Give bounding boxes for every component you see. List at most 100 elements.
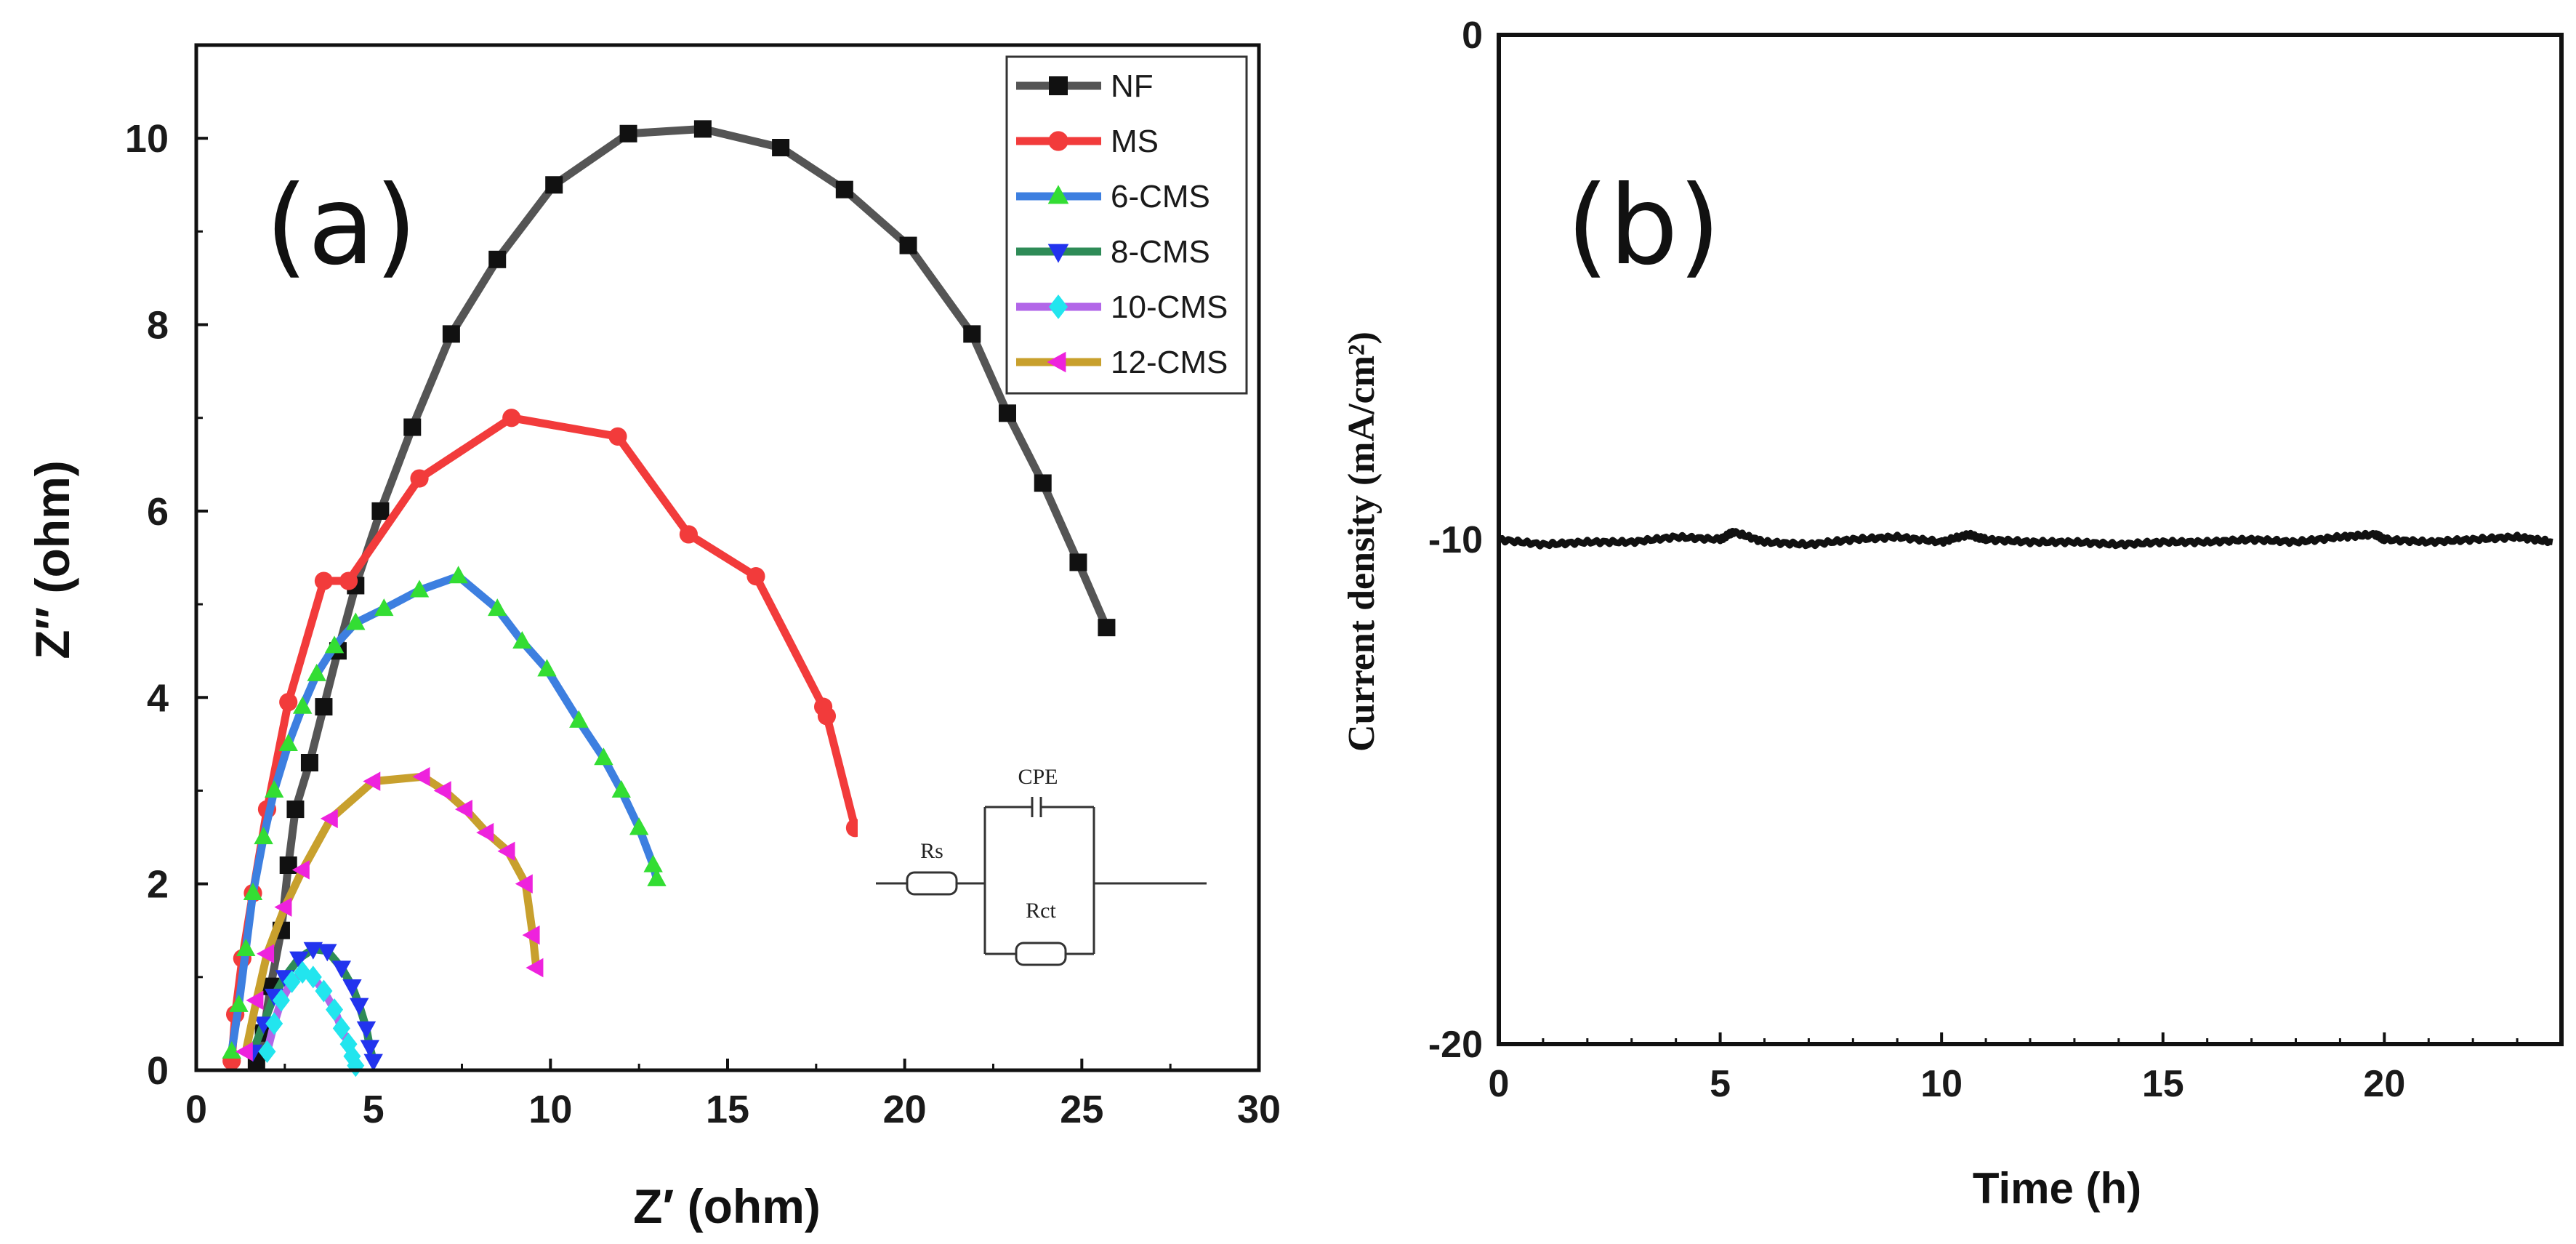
x-tick-label: 0: [185, 1088, 207, 1131]
data-point-6-cms: [512, 630, 532, 649]
legend-swatch-marker: [1047, 244, 1069, 263]
data-point-6-cms: [265, 780, 284, 798]
panel-a-label: (a): [265, 163, 417, 289]
data-point-8-cms: [318, 944, 337, 962]
data-point-6-cms: [448, 566, 468, 584]
data-point-6-cms: [594, 747, 613, 766]
x-tick-label: 0: [1489, 1063, 1510, 1105]
data-point-ms: [679, 525, 698, 544]
data-point-6-cms: [307, 663, 326, 681]
data-point-10-cms: [272, 989, 290, 1012]
data-point-ms: [314, 571, 334, 590]
data-point-8-cms: [289, 951, 309, 969]
equivalent-circuit-inset: CPE Rs Rct: [858, 734, 1236, 996]
data-point-nf: [1069, 553, 1087, 571]
x-tick-label: 5: [1710, 1063, 1731, 1105]
data-point-ms: [746, 567, 765, 586]
panel-b-y-axis-label: Current density (mA/cm²): [1341, 332, 1382, 752]
data-point-8-cms: [342, 979, 362, 998]
legend-swatch-marker: [1049, 76, 1068, 95]
x-tick-label: 10: [528, 1088, 572, 1131]
data-point-nf: [442, 325, 460, 343]
circuit-label-rct: Rct: [1026, 899, 1056, 923]
x-tick-label: 15: [2142, 1063, 2184, 1105]
legend-item-6-cms: 6-CMS: [1016, 179, 1210, 214]
panel-b-stability-plot: 0 5 10 15 20 0 -10 -20 (b) Time (h) Current den…: [1341, 15, 2564, 1213]
y-tick-label: 0: [1462, 15, 1483, 57]
data-point-6-cms: [236, 938, 256, 956]
data-point-10-cms: [326, 998, 344, 1022]
data-point-12-cms: [363, 771, 381, 791]
data-point-8-cms: [360, 1040, 379, 1058]
legend-label-ms: MS: [1111, 124, 1159, 159]
legend-swatch-marker: [1048, 131, 1068, 151]
panel-a-legend: NF MS 6-CMS 8-CMS 10-CMS 12-CMS: [1005, 55, 1248, 395]
y-tick-label: 10: [125, 117, 169, 161]
x-tick-label: 25: [1060, 1088, 1103, 1131]
data-point-10-cms: [315, 979, 333, 1003]
data-point-12-cms: [291, 860, 310, 880]
data-point-6-cms: [293, 696, 313, 714]
legend-swatch-marker: [1047, 351, 1066, 373]
data-point-6-cms: [611, 780, 631, 798]
data-point-12-cms: [235, 1042, 253, 1062]
data-point-nf: [1098, 619, 1116, 637]
data-point-6-cms: [643, 854, 663, 872]
current-density-trace: [1497, 527, 2553, 550]
panel-b-x-axis-label: Time (h): [1973, 1164, 2141, 1213]
data-point-12-cms: [454, 799, 472, 819]
data-point-10-cms: [343, 1045, 361, 1068]
data-point-nf: [693, 120, 712, 138]
data-point-12-cms: [515, 874, 533, 894]
data-point-8-cms: [356, 1021, 377, 1039]
data-point-6-cms: [222, 1040, 241, 1059]
legend-label-8-cms: 8-CMS: [1111, 234, 1210, 270]
legend-item-10-cms: 10-CMS: [1016, 289, 1228, 325]
data-point-nf: [1034, 474, 1052, 492]
data-point-12-cms: [257, 944, 275, 963]
panel-a-x-axis-label: Z′ (ohm): [633, 1179, 821, 1233]
data-point-6-cms: [409, 579, 430, 598]
data-point-nf: [300, 754, 318, 771]
data-point-6-cms: [278, 733, 298, 751]
data-point-8-cms: [363, 1054, 383, 1072]
data-point-8-cms: [303, 942, 323, 960]
y-tick-label: 8: [147, 304, 169, 348]
data-point-nf: [899, 236, 917, 254]
data-point-6-cms: [647, 868, 667, 886]
y-tick-label: 6: [147, 490, 169, 534]
legend-item-nf: NF: [1016, 68, 1154, 104]
series-8-cms: [243, 942, 383, 1072]
data-point-6-cms: [324, 635, 345, 654]
data-point-12-cms: [526, 958, 544, 978]
x-tick-label: 30: [1237, 1088, 1281, 1131]
data-point-nf: [488, 250, 507, 268]
data-point-8-cms: [349, 998, 369, 1016]
data-point-8-cms: [331, 960, 352, 979]
data-point-10-cms: [332, 1016, 350, 1040]
legend-swatch-marker: [1047, 185, 1069, 204]
legend-swatch-marker: [1049, 294, 1068, 319]
data-point-6-cms: [374, 598, 394, 617]
data-point-ms: [502, 409, 521, 428]
data-point-ms: [608, 427, 627, 446]
data-point-ms: [279, 693, 298, 712]
y-tick-label: -10: [1428, 519, 1483, 561]
data-point-10-cms: [283, 970, 301, 993]
x-tick-label: 5: [363, 1088, 385, 1131]
series-line-ms: [228, 414, 859, 1065]
data-point-12-cms: [522, 925, 540, 945]
y-tick-label: 0: [147, 1049, 169, 1093]
series-6-cms: [222, 566, 667, 1059]
data-point-12-cms: [320, 808, 338, 829]
data-point-12-cms: [497, 841, 515, 861]
data-point-nf: [835, 180, 853, 198]
data-point-nf: [279, 856, 297, 874]
series-nf: [247, 120, 1116, 1070]
data-point-6-cms: [629, 817, 649, 835]
data-point-ms: [817, 707, 837, 726]
data-point-nf: [371, 502, 390, 520]
panel-a-frame: [194, 43, 1261, 1072]
legend-item-8-cms: 8-CMS: [1016, 234, 1210, 270]
